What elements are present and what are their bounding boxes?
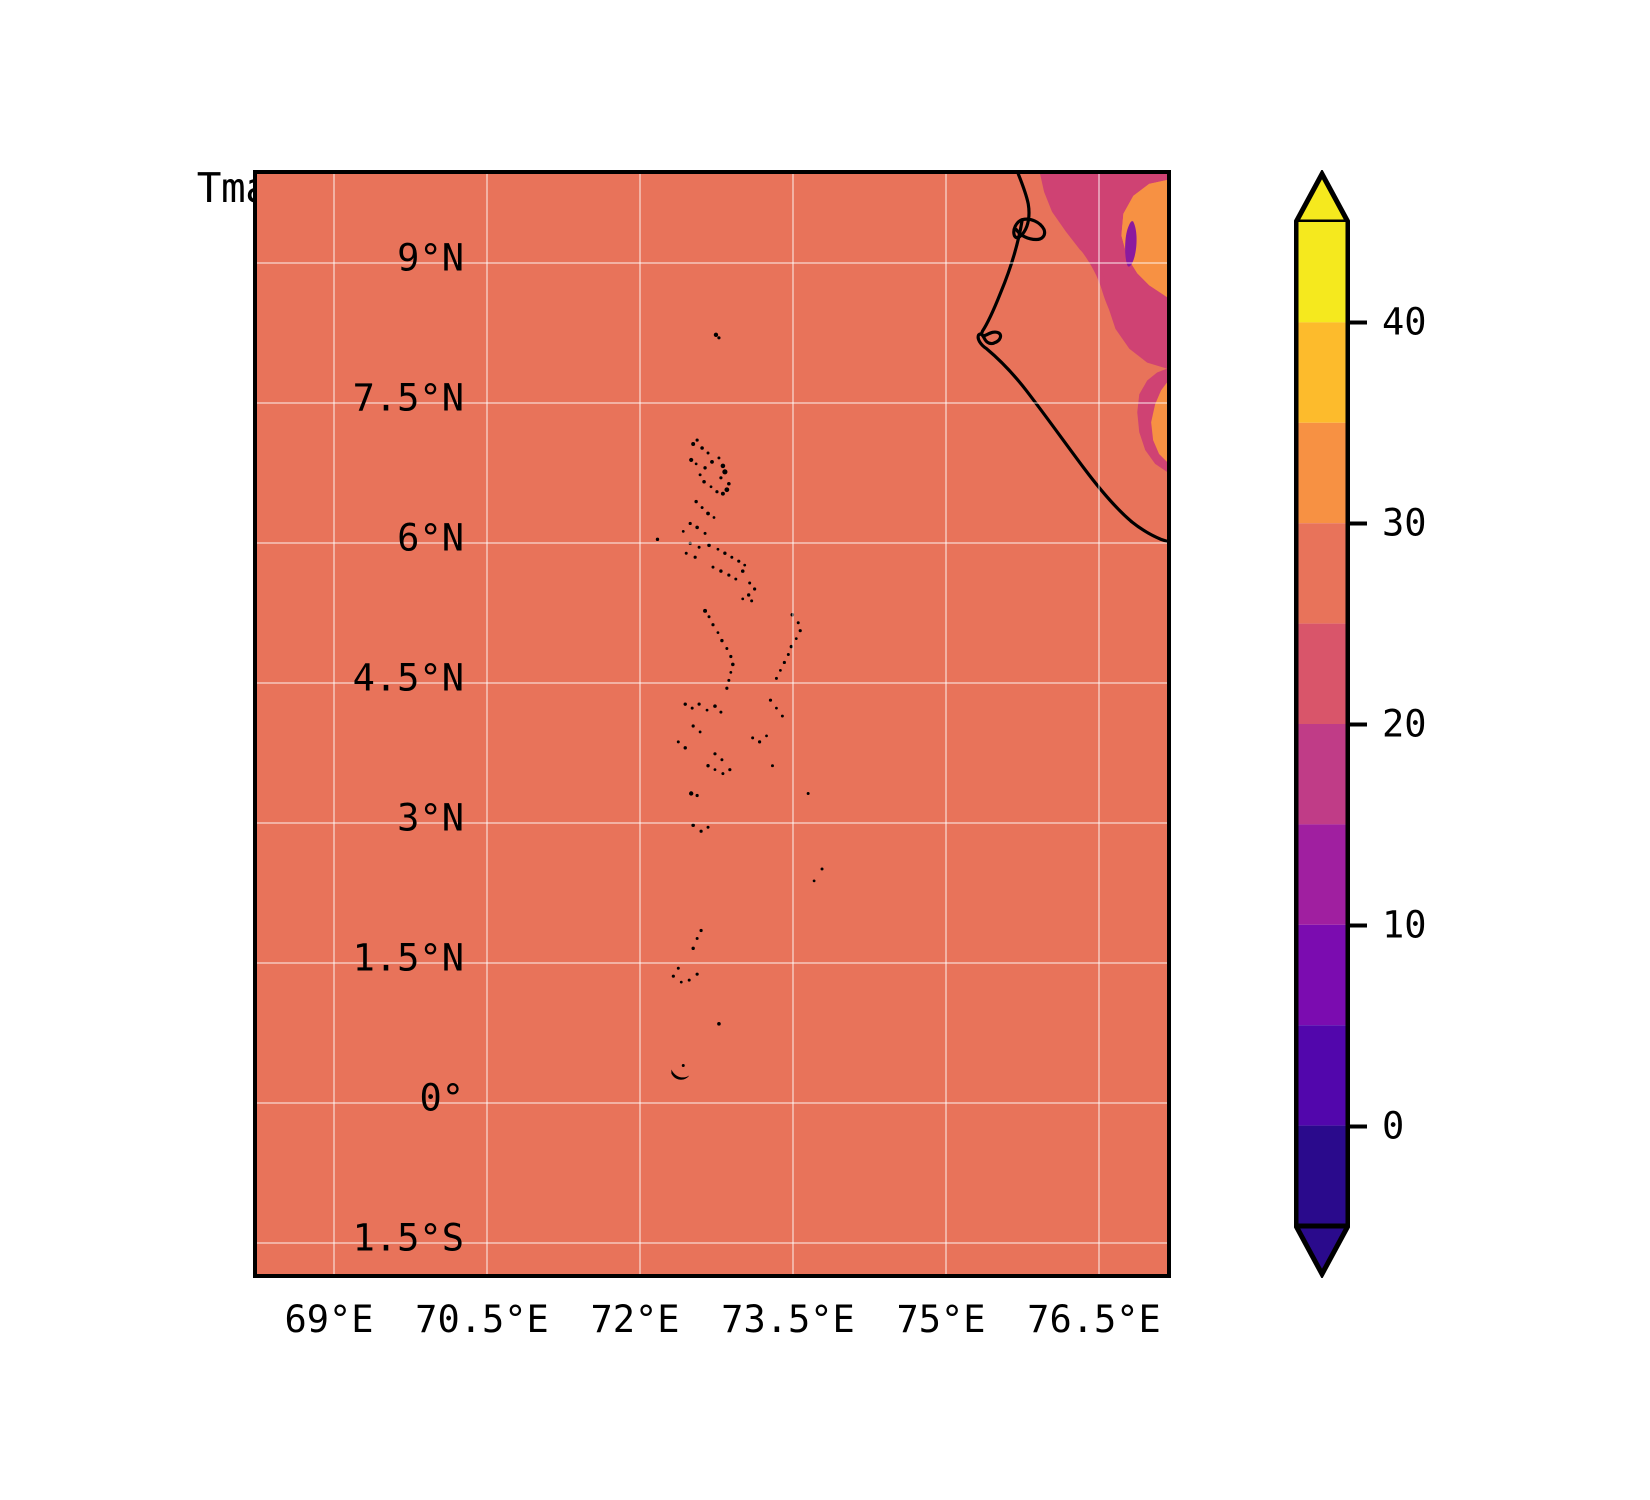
ytick-label-7_5n: 7.5°N — [352, 376, 464, 420]
colorbar-tick-10: 10 — [1350, 904, 1427, 947]
colorbar-tick-30: 30 — [1350, 502, 1427, 545]
xtick-label-75e: 75°E — [896, 1298, 986, 1341]
ytick-label-1_5s: 1.5°S — [352, 1216, 464, 1260]
tick-mark-icon — [1350, 1124, 1367, 1128]
gridline-lat-7_5 — [257, 402, 1167, 404]
map-inner — [257, 174, 1167, 1274]
xtick-label-76_5e: 76.5°E — [1027, 1298, 1161, 1341]
ytick-label-4_5n: 4.5°N — [352, 656, 464, 700]
tick-mark-icon — [1350, 923, 1367, 927]
gridline-lat-4_5 — [257, 682, 1167, 684]
colorbar-tick-0: 0 — [1350, 1105, 1404, 1148]
temperature-contour-field — [257, 174, 1167, 1274]
tick-mark-icon — [1350, 722, 1367, 726]
tick-mark-icon — [1350, 521, 1367, 525]
colorbar-tick-labels: 40 30 20 10 0 — [1350, 170, 1550, 1278]
gridline-lon-72 — [639, 174, 641, 1274]
xtick-label-73_5e: 73.5°E — [721, 1298, 855, 1341]
colorbar[interactable] — [1294, 170, 1350, 1278]
gridline-lon-76_5 — [1098, 174, 1100, 1274]
island-markers — [655, 332, 824, 1080]
colorbar-tick-20: 20 — [1350, 703, 1427, 746]
gridline-lat-1_5s — [257, 1242, 1167, 1244]
ytick-label-0: 0° — [419, 1076, 464, 1120]
gridline-lat-6 — [257, 542, 1167, 544]
ytick-label-6n: 6°N — [397, 516, 464, 560]
x-axis-tick-labels: 69°E 70.5°E 72°E 73.5°E 75°E 76.5°E — [253, 1298, 1171, 1358]
gridline-lat-9 — [257, 262, 1167, 264]
ytick-label-3n: 3°N — [397, 796, 464, 840]
gridline-lat-1_5n — [257, 962, 1167, 964]
gridline-lon-75 — [945, 174, 947, 1274]
gridline-lon-73_5 — [792, 174, 794, 1274]
ytick-label-9n: 9°N — [397, 236, 464, 280]
gridline-lat-0 — [257, 1102, 1167, 1104]
tick-mark-icon — [1350, 320, 1367, 324]
ytick-label-1_5n: 1.5°N — [352, 936, 464, 980]
xtick-label-70_5e: 70.5°E — [415, 1298, 549, 1341]
gridline-lat-3 — [257, 822, 1167, 824]
colorbar-gradient — [1294, 170, 1350, 1278]
xtick-label-72e: 72°E — [590, 1298, 680, 1341]
gridline-lon-70_5 — [486, 174, 488, 1274]
colorbar-tick-40: 40 — [1350, 301, 1427, 344]
gridline-lon-69 — [333, 174, 335, 1274]
map-plot-area[interactable] — [253, 170, 1171, 1278]
xtick-label-69e: 69°E — [284, 1298, 374, 1341]
